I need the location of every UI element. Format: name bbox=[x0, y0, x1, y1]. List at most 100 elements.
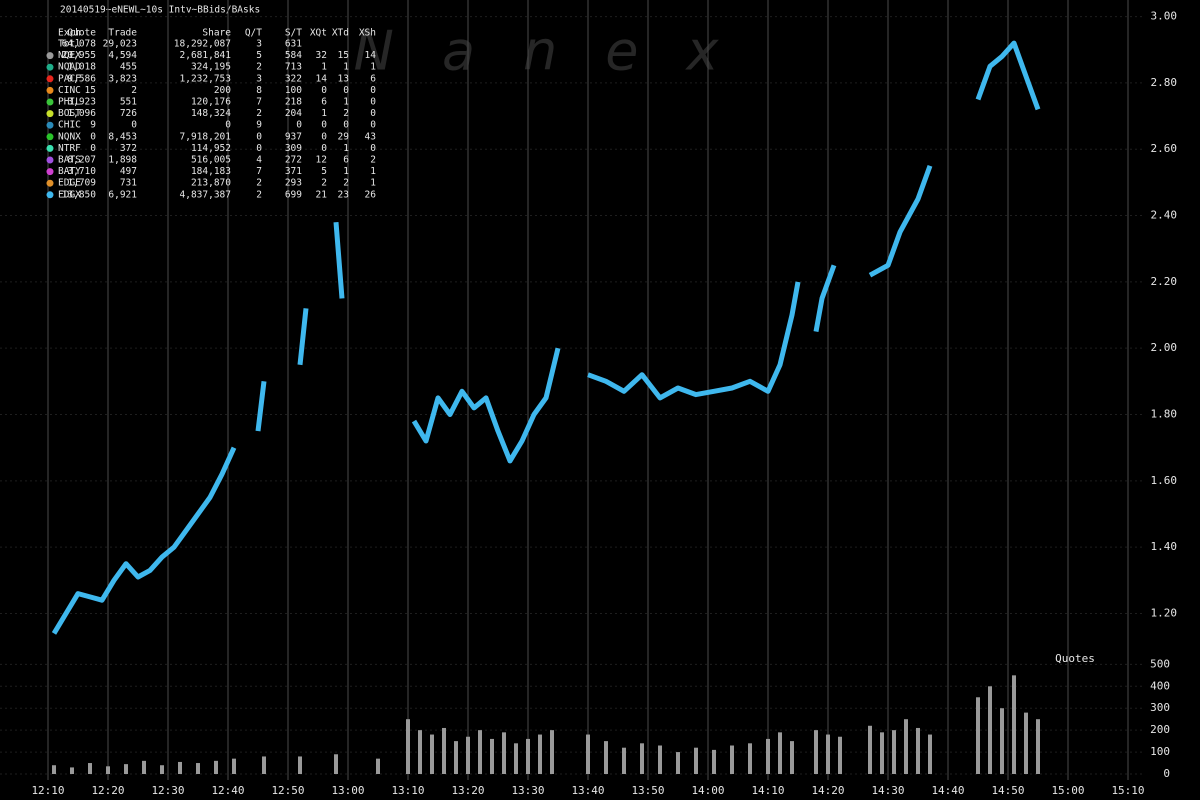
quote-bar bbox=[826, 734, 830, 774]
table-cell: 6,921 bbox=[108, 189, 137, 200]
table-cell: 13,850 bbox=[62, 189, 97, 200]
x-tick-label: 13:50 bbox=[631, 784, 664, 797]
legend-marker bbox=[46, 133, 54, 141]
table-cell: 1 bbox=[370, 166, 376, 177]
table-cell: 2 bbox=[256, 108, 262, 119]
table-cell: 293 bbox=[285, 178, 302, 189]
quote-bar bbox=[418, 730, 422, 774]
table-cell: 371 bbox=[285, 166, 302, 177]
table-cell: 23 bbox=[338, 189, 349, 200]
x-tick-label: 12:40 bbox=[211, 784, 244, 797]
table-cell: 29,023 bbox=[103, 39, 137, 50]
table-cell: 455 bbox=[120, 62, 137, 73]
table-cell: 726 bbox=[120, 108, 137, 119]
table-cell: 8,453 bbox=[108, 131, 137, 142]
quote-bar bbox=[406, 719, 410, 774]
quote-bar bbox=[928, 734, 932, 774]
x-tick-label: 14:30 bbox=[871, 784, 904, 797]
table-cell: 7 bbox=[256, 166, 262, 177]
quote-bar bbox=[766, 738, 770, 774]
legend-marker bbox=[46, 98, 54, 106]
table-cell: 0 bbox=[131, 120, 137, 131]
quote-bar bbox=[262, 756, 266, 774]
table-cell: 15 bbox=[338, 50, 349, 61]
table-cell: 148,324 bbox=[191, 108, 231, 119]
table-cell: 1 bbox=[343, 143, 349, 154]
quote-bar bbox=[904, 719, 908, 774]
table-cell: 8,207 bbox=[67, 155, 96, 166]
table-cell: 551 bbox=[120, 97, 137, 108]
table-cell: 3 bbox=[256, 39, 262, 50]
legend-marker bbox=[46, 156, 54, 164]
table-cell: PHIL bbox=[58, 97, 81, 108]
table-cell: 14 bbox=[365, 50, 377, 61]
quote-bar bbox=[52, 765, 56, 774]
table-cell: 2 bbox=[343, 178, 349, 189]
quote-bar bbox=[454, 741, 458, 774]
table-cell: 1 bbox=[343, 97, 349, 108]
quote-bar bbox=[814, 730, 818, 774]
table-cell: NQAD bbox=[58, 62, 81, 73]
y-tick-label: 1.80 bbox=[1151, 408, 1178, 421]
quotes-tick-label: 0 bbox=[1163, 767, 1170, 780]
table-cell: 204 bbox=[285, 108, 302, 119]
quote-bar bbox=[712, 749, 716, 774]
table-cell: 100 bbox=[285, 85, 302, 96]
y-tick-label: 2.00 bbox=[1151, 341, 1178, 354]
table-cell: BATY bbox=[58, 166, 81, 177]
legend-marker bbox=[46, 63, 54, 71]
table-cell: 2 bbox=[256, 178, 262, 189]
table-cell: 1,709 bbox=[67, 178, 96, 189]
quotes-tick-label: 400 bbox=[1150, 679, 1170, 692]
table-cell: 1 bbox=[370, 178, 376, 189]
table-cell: EDGE bbox=[58, 178, 81, 189]
quote-bar bbox=[490, 738, 494, 774]
table-cell: 32 bbox=[316, 50, 327, 61]
table-cell: 3,710 bbox=[67, 166, 96, 177]
table-cell: 2 bbox=[321, 178, 327, 189]
x-tick-label: 12:30 bbox=[151, 784, 184, 797]
table-cell: 372 bbox=[120, 143, 137, 154]
table-cell: 20,955 bbox=[62, 50, 96, 61]
legend-marker bbox=[46, 110, 54, 118]
table-cell: 0 bbox=[370, 120, 376, 131]
table-cell: 0 bbox=[296, 120, 302, 131]
table-cell: 15 bbox=[85, 85, 96, 96]
table-cell: BOST bbox=[58, 108, 81, 119]
table-cell: NQNX bbox=[58, 131, 81, 142]
table-cell: 5 bbox=[256, 50, 262, 61]
quote-bar bbox=[622, 747, 626, 774]
table-cell: CHIC bbox=[58, 120, 81, 131]
quote-bar bbox=[1012, 675, 1016, 774]
x-tick-label: 13:20 bbox=[451, 784, 484, 797]
table-cell: 184,183 bbox=[191, 166, 231, 177]
x-tick-label: 15:10 bbox=[1111, 784, 1144, 797]
table-cell: 0 bbox=[321, 85, 327, 96]
table-cell: 18,292,087 bbox=[174, 39, 231, 50]
table-cell: 1 bbox=[321, 108, 327, 119]
watermark: Nanex bbox=[354, 20, 767, 83]
x-tick-label: 14:50 bbox=[991, 784, 1024, 797]
legend-marker bbox=[46, 121, 54, 129]
quote-bar bbox=[298, 756, 302, 774]
quote-bar bbox=[502, 732, 506, 774]
quote-bar bbox=[478, 730, 482, 774]
table-cell: 2 bbox=[256, 62, 262, 73]
quote-bar bbox=[1000, 708, 1004, 774]
quote-bar bbox=[976, 697, 980, 774]
table-header: Exch bbox=[58, 28, 81, 39]
legend-marker bbox=[46, 191, 54, 199]
quote-bar bbox=[1024, 712, 1028, 774]
table-header: XQt bbox=[310, 28, 327, 39]
quotes-tick-label: 300 bbox=[1150, 701, 1170, 714]
table-cell: 584 bbox=[285, 50, 302, 61]
table-cell: PACF bbox=[58, 73, 81, 84]
table-cell: 2 bbox=[343, 108, 349, 119]
quotes-label: Quotes bbox=[1055, 652, 1095, 665]
table-cell: 0 bbox=[343, 120, 349, 131]
table-cell: 713 bbox=[285, 62, 302, 73]
quote-bar bbox=[232, 758, 236, 774]
quote-bar bbox=[676, 752, 680, 774]
